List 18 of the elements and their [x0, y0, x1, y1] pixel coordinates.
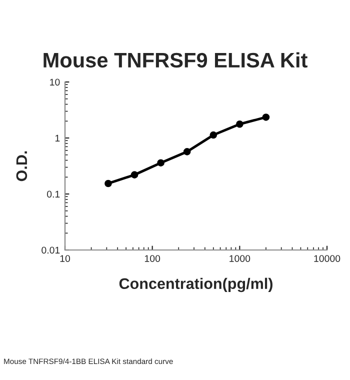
- x-tick-label: 10000: [314, 255, 340, 262]
- y-tick-label: 0.01: [42, 246, 60, 254]
- chart-title: Mouse TNFRSF9 ELISA Kit: [44, 52, 308, 68]
- x-tick-label: 10: [60, 255, 70, 262]
- point: [183, 148, 191, 156]
- x-axis-title: Concentration(pg/ml): [119, 278, 272, 292]
- point: [130, 171, 138, 178]
- point: [210, 131, 218, 139]
- point: [104, 180, 112, 188]
- y-tick-label: 1: [55, 134, 60, 142]
- y-tick-label: 10: [50, 78, 60, 86]
- point: [236, 120, 244, 128]
- point: [157, 159, 164, 166]
- point: [262, 114, 270, 121]
- x-tick-label: 100: [144, 255, 160, 262]
- x-tick-label: 1000: [230, 255, 250, 262]
- y-axis-title: O.D.: [16, 151, 28, 182]
- y-tick-label: 0.1: [47, 190, 60, 198]
